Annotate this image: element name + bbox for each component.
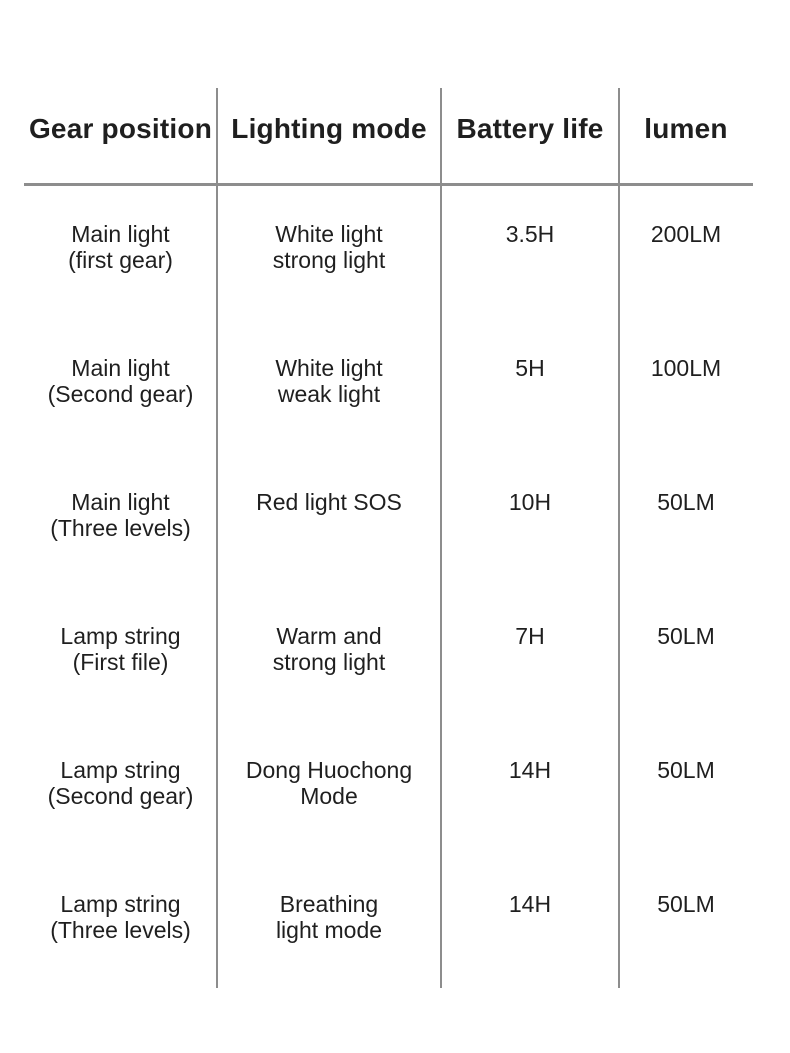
header-lumen: lumen [644, 113, 728, 144]
cell-gear-position: Lamp string (First file) [60, 623, 181, 675]
cell-lumen: 100LM [650, 355, 722, 381]
cell-lighting-mode: Breathing light mode [275, 891, 383, 943]
cell-battery-life: 10H [508, 489, 552, 515]
cell-lumen: 200LM [650, 221, 722, 247]
spec-table: Gear position Lighting mode Battery life… [24, 88, 753, 988]
header-lighting-mode: Lighting mode [231, 113, 427, 144]
cell-battery-life: 14H [508, 891, 552, 917]
cell-lighting-mode: White light strong light [272, 221, 386, 273]
column-divider-2 [440, 88, 442, 988]
column-divider-1 [216, 88, 218, 988]
cell-battery-life: 3.5H [505, 221, 555, 247]
cell-lighting-mode: Red light SOS [256, 489, 402, 515]
cell-lighting-mode: White light weak light [275, 355, 383, 407]
cell-lumen: 50LM [657, 489, 715, 515]
header-battery-life: Battery life [456, 113, 604, 144]
header-divider [24, 183, 753, 186]
cell-gear-position: Main light (Second gear) [47, 355, 194, 407]
cell-battery-life: 7H [515, 623, 545, 649]
cell-gear-position: Lamp string (Three levels) [50, 891, 191, 943]
cell-gear-position: Main light (first gear) [68, 221, 173, 273]
cell-lighting-mode: Dong Huochong Mode [245, 757, 413, 809]
cell-lumen: 50LM [657, 623, 715, 649]
cell-lighting-mode: Warm and strong light [272, 623, 386, 675]
cell-battery-life: 14H [508, 757, 552, 783]
cell-battery-life: 5H [515, 355, 545, 381]
header-gear-position: Gear position [28, 113, 213, 144]
cell-gear-position: Main light (Three levels) [50, 489, 191, 541]
cell-lumen: 50LM [657, 757, 715, 783]
cell-lumen: 50LM [657, 891, 715, 917]
column-divider-3 [618, 88, 620, 988]
cell-gear-position: Lamp string (Second gear) [47, 757, 194, 809]
